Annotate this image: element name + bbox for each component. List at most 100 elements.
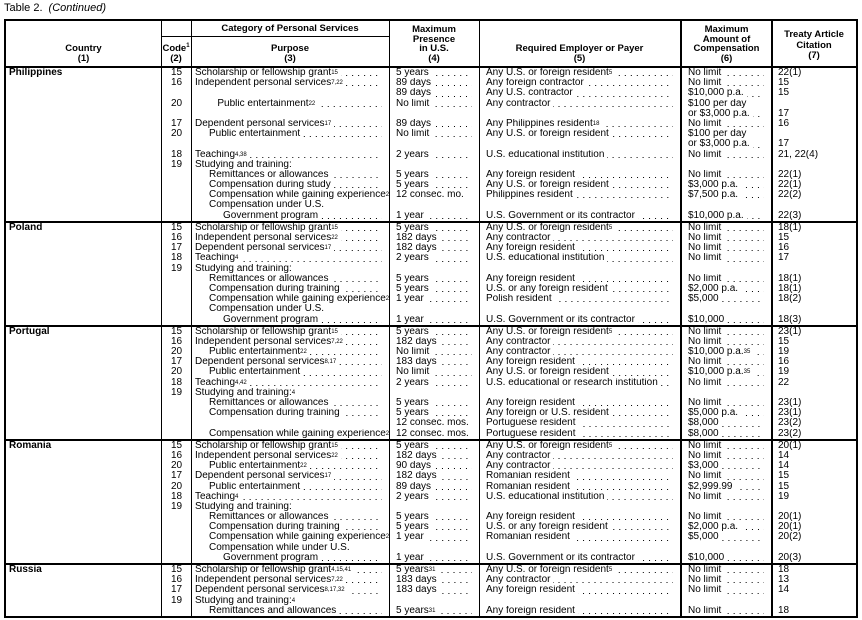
code-cell: 18 [161, 491, 191, 502]
dot-leader [577, 176, 673, 179]
presence-cell-text: 5 years [396, 169, 429, 180]
payer-cell-text: Any foreign resident [486, 605, 575, 616]
footnote-ref: 5 [608, 224, 613, 231]
payer-cell: U.S. educational or research institution [479, 377, 680, 388]
dot-leader [586, 84, 673, 87]
purpose-cell: Teaching 4 [191, 253, 389, 264]
citation-cell-text: 16 [778, 118, 790, 129]
payer-cell: U.S. educational institution [479, 253, 680, 264]
country-name: Romania [6, 441, 161, 451]
country-name [6, 190, 161, 200]
compensation-cell-text: No limit [688, 450, 722, 461]
table-row: 17 Dependent personal services 8,17 183 day… [6, 357, 856, 368]
country-section: Romania 15 Scholarship or fellowship grant… [6, 438, 856, 563]
dot-leader [553, 353, 673, 356]
payer-cell-text: Any U.S. or foreign resident [486, 222, 609, 233]
payer-cell-text: U.S. educational institution [486, 253, 605, 264]
payer-cell: Any foreign resident [479, 398, 680, 409]
footnote-ref: 4 [291, 389, 296, 396]
code-cell [161, 190, 191, 201]
code-cell-text: 16 [170, 336, 183, 347]
dot-leader [303, 487, 382, 490]
dot-leader [741, 528, 764, 531]
payer-cell-text: Any U.S. or foreign resident [486, 367, 609, 378]
footnote-ref: 2 [385, 430, 389, 437]
payer-cell: Romanian resident [479, 532, 680, 543]
dot-leader [439, 591, 472, 594]
payer-cell: Any foreign resident [479, 169, 680, 181]
compensation-cell: No limit [680, 565, 771, 576]
footnote-ref: 18 [592, 120, 600, 127]
citation-cell-text: 14 [778, 450, 790, 461]
dot-leader [724, 332, 764, 335]
presence-cell: 5 years [389, 283, 479, 295]
code-cell-text: 20 [170, 129, 183, 140]
citation-cell-text: 22 [778, 377, 790, 388]
dot-leader [721, 434, 764, 437]
dot-leader [721, 424, 764, 427]
dot-leader [575, 196, 673, 199]
dot-leader [434, 487, 472, 490]
compensation-cell-text: $10,000 p.a. [688, 88, 744, 99]
compensation-cell: No limit [680, 118, 771, 130]
compensation-cell-text: No limit [688, 326, 722, 337]
purpose-cell: Dependent personal services 17 [191, 118, 389, 130]
citation-cell: 23(2) [771, 418, 856, 429]
purpose-cell: Dependent personal services 17 [191, 243, 389, 254]
payer-cell: U.S. Government or its contractor [479, 314, 680, 325]
dot-leader [431, 446, 472, 449]
code-cell: 17 [161, 585, 191, 596]
dot-leader [434, 84, 472, 87]
compensation-cell-text: No limit [688, 565, 722, 575]
payer-cell: Portuguese resident [479, 428, 680, 439]
presence-cell: 1 year [389, 210, 479, 221]
table-row: Compensation while gaining experience 2 1 … [6, 294, 856, 305]
table-row: or $3,000 p.a. 17 [6, 139, 856, 150]
table-row: 18 Teaching 4,42 2 years U.S. educational or… [6, 377, 856, 388]
code-cell [161, 283, 191, 295]
purpose-cell: Scholarship or fellowship grant 15 [191, 68, 389, 79]
code-cell-text: 19 [170, 501, 183, 512]
table-caption: Table 2. (Continued) [4, 2, 106, 14]
footnote-ref: 4,15,41 [331, 567, 352, 573]
purpose-cell-text: Independent personal services [195, 450, 332, 461]
dot-leader [727, 559, 764, 561]
payer-cell [479, 387, 680, 398]
divider [771, 21, 773, 66]
compensation-cell-text: No limit [688, 233, 722, 243]
compensation-cell: or $3,000 p.a. [680, 108, 771, 119]
citation-cell: 17 [771, 139, 856, 150]
code-cell: 20 [161, 481, 191, 492]
compensation-cell: $5,000 p.a. [680, 408, 771, 419]
dot-leader [439, 457, 472, 460]
dot-leader [746, 94, 764, 97]
dot-leader [426, 216, 472, 219]
header-purpose: Purpose (3) [270, 43, 309, 64]
dot-leader [724, 581, 764, 584]
table-row: 19 Studying and training: [6, 501, 856, 513]
country-name [6, 429, 161, 439]
code-cell [161, 304, 191, 315]
divider [161, 36, 389, 37]
dot-leader [426, 538, 472, 541]
dot-leader [439, 363, 472, 366]
dot-leader [724, 477, 764, 480]
country-name [6, 585, 161, 595]
presence-cell-text: 5 years [396, 283, 429, 294]
citation-cell-text: 19 [778, 491, 790, 502]
table-row: 20 Public entertainment 89 days Romanian re… [6, 481, 856, 492]
dot-leader [724, 591, 764, 594]
dot-leader [331, 404, 382, 407]
payer-cell: Any U.S. or foreign resident [479, 129, 680, 140]
purpose-cell-text: Studying and training: [195, 263, 292, 274]
dot-leader [342, 290, 382, 293]
payer-cell-text: U.S. Government or its contractor [486, 210, 635, 221]
code-cell: 19 [161, 595, 191, 606]
citation-cell: 16 [771, 118, 856, 130]
footnote-ref: 7,22 [331, 338, 343, 345]
purpose-cell-text: Compensation under U.S. [209, 200, 325, 211]
dot-leader [331, 518, 382, 521]
footnote-ref: 15 [331, 224, 338, 231]
country-name [6, 575, 161, 585]
presence-cell: 89 days [389, 88, 479, 99]
